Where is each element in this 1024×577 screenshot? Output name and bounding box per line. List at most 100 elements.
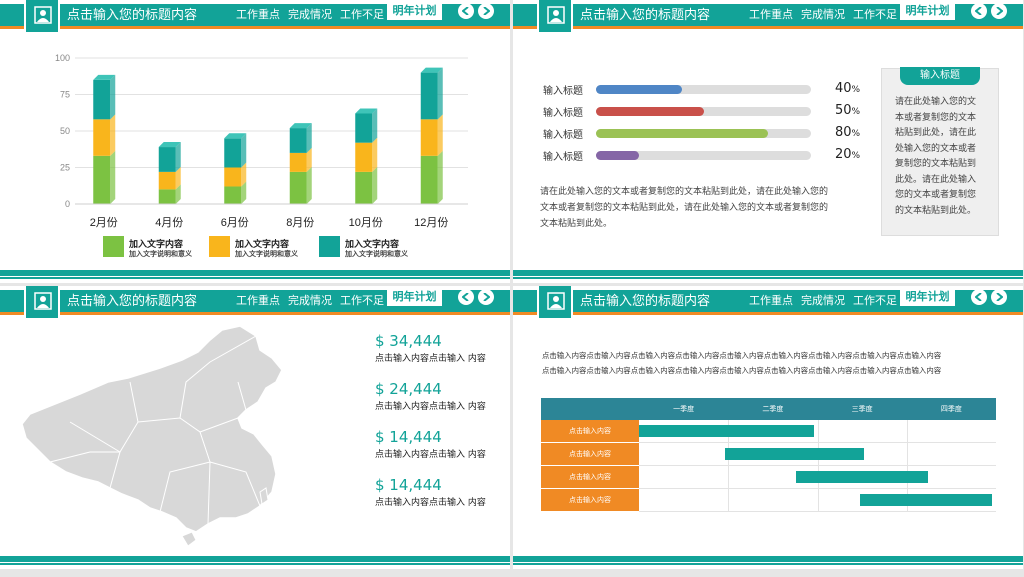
legend-title: 加入文字内容 bbox=[235, 240, 290, 250]
page-title: 点击输入您的标题内容 bbox=[67, 294, 198, 309]
gantt-row-label: 点击输入内容 bbox=[541, 466, 639, 489]
stat-description: 点击输入内容点击输入 内容 bbox=[375, 354, 486, 364]
legend-subtitle: 加入文字说明和意义 bbox=[235, 250, 298, 258]
china-map bbox=[21, 325, 283, 547]
bar-segment bbox=[93, 150, 116, 204]
progress-track bbox=[596, 129, 811, 138]
gantt-row-label: 点击输入内容 bbox=[541, 420, 639, 443]
page-title: 点击输入您的标题内容 bbox=[580, 8, 711, 23]
gantt-column-header: 三季度 bbox=[851, 405, 873, 413]
nav-item-shortfall[interactable]: 工作不足 bbox=[340, 294, 384, 307]
legend-title: 加入文字内容 bbox=[345, 240, 400, 250]
bar-segment bbox=[158, 142, 181, 172]
gantt-column-header: 四季度 bbox=[940, 405, 962, 413]
contact-icon bbox=[537, 286, 573, 320]
bar-segment bbox=[289, 147, 312, 172]
nav-item-shortfall[interactable]: 工作不足 bbox=[853, 8, 897, 21]
nav-item-plan[interactable]: 明年计划 bbox=[900, 2, 955, 20]
stacked-bar-chart: 100 75 50 25 0 2月份 4月份 6月份 8月份 10月份 12月份 bbox=[55, 53, 468, 229]
contact-icon bbox=[537, 0, 573, 34]
gantt-bar bbox=[639, 425, 814, 437]
gantt-table: 一季度 二季度 三季度 四季度 点击输入内容 点击输入内容 点击输入内容 点击输入内容 bbox=[541, 398, 996, 514]
nav-item-focus[interactable]: 工作重点 bbox=[236, 8, 280, 21]
y-tick-label: 100 bbox=[55, 53, 70, 63]
y-tick-label: 50 bbox=[60, 126, 70, 136]
bar-segment bbox=[420, 114, 443, 156]
gantt-row-divider bbox=[639, 511, 996, 512]
slide-stacked-bar[interactable]: 点击输入您的标题内容 工作重点 完成情况 工作不足 明年计划 100 75 50 25… bbox=[0, 0, 510, 283]
intro-text: 点击输入内容点击输入内容点击输入内容点击输入内容点击输入内容点击输入内容点击输入… bbox=[542, 351, 942, 375]
stat-description: 点击输入内容点击输入 内容 bbox=[375, 450, 486, 460]
bar-segment bbox=[355, 137, 378, 172]
slide-gantt[interactable]: 点击输入您的标题内容 工作重点 完成情况 工作不足 明年计划 点击输入内容点击输… bbox=[513, 286, 1023, 569]
prev-arrow-icon[interactable] bbox=[458, 3, 474, 19]
nav-item-status[interactable]: 完成情况 bbox=[801, 294, 845, 307]
prev-arrow-icon[interactable] bbox=[458, 289, 474, 305]
bar-segment bbox=[420, 150, 443, 204]
footer-line bbox=[513, 277, 1023, 279]
legend-title: 加入文字内容 bbox=[129, 240, 184, 250]
next-arrow-icon[interactable] bbox=[991, 3, 1007, 19]
paragraph: 请在此处输入您的文本或者复制您的文本粘贴到此处，请在此处输入您的 文本或者复制您… bbox=[540, 187, 829, 229]
info-box-title: 输入标题 bbox=[900, 67, 980, 85]
bar-segment bbox=[289, 123, 312, 153]
nav-item-plan[interactable]: 明年计划 bbox=[387, 2, 442, 20]
contact-icon bbox=[24, 286, 60, 320]
footer-line bbox=[0, 277, 510, 279]
next-arrow-icon[interactable] bbox=[478, 289, 494, 305]
nav-item-shortfall[interactable]: 工作不足 bbox=[340, 8, 384, 21]
stat-description: 点击输入内容点击输入 内容 bbox=[375, 498, 486, 508]
progress-track bbox=[596, 107, 811, 116]
page-title: 点击输入您的标题内容 bbox=[67, 8, 198, 23]
stat-value: $ 34,444 bbox=[375, 332, 442, 350]
legend-subtitle: 加入文字说明和意义 bbox=[345, 250, 408, 258]
header-bar bbox=[0, 290, 510, 312]
header-bar bbox=[513, 4, 1023, 26]
footer-bar bbox=[513, 556, 1023, 562]
gantt-header bbox=[541, 398, 996, 420]
footer-bar bbox=[0, 270, 510, 276]
y-tick-label: 75 bbox=[60, 90, 70, 100]
footer-bar bbox=[0, 556, 510, 562]
nav-item-status[interactable]: 完成情况 bbox=[801, 8, 845, 21]
nav-item-plan[interactable]: 明年计划 bbox=[900, 288, 955, 306]
bar-segment bbox=[224, 181, 247, 204]
legend-swatch bbox=[103, 236, 124, 257]
slide-progress[interactable]: 点击输入您的标题内容 工作重点 完成情况 工作不足 明年计划 输入标题 40% 输入… bbox=[513, 0, 1023, 283]
gantt-row-label: 点击输入内容 bbox=[541, 489, 639, 512]
prev-arrow-icon[interactable] bbox=[971, 3, 987, 19]
footer-bar bbox=[513, 270, 1023, 276]
nav-item-plan[interactable]: 明年计划 bbox=[387, 288, 442, 306]
slide-map[interactable]: 点击输入您的标题内容 工作重点 完成情况 工作不足 明年计划 $ 34,444 点… bbox=[0, 286, 510, 569]
gantt-row-divider bbox=[639, 465, 996, 466]
prev-arrow-icon[interactable] bbox=[971, 289, 987, 305]
y-tick-label: 25 bbox=[60, 163, 70, 173]
progress-value: 40% bbox=[835, 81, 861, 96]
bar-segment bbox=[93, 74, 116, 120]
next-arrow-icon[interactable] bbox=[991, 289, 1007, 305]
header-bar bbox=[513, 290, 1023, 312]
header-bar bbox=[0, 4, 510, 26]
progress-label: 输入标题 bbox=[543, 108, 583, 119]
gantt-column-header: 二季度 bbox=[762, 405, 784, 413]
stat-value: $ 14,444 bbox=[375, 428, 442, 446]
nav-item-status[interactable]: 完成情况 bbox=[288, 294, 332, 307]
nav-item-shortfall[interactable]: 工作不足 bbox=[853, 294, 897, 307]
bar-segment bbox=[420, 67, 443, 120]
nav-item-focus[interactable]: 工作重点 bbox=[236, 294, 280, 307]
legend-swatch bbox=[209, 236, 230, 257]
gantt-column-divider bbox=[728, 420, 730, 512]
legend-swatch bbox=[319, 236, 340, 257]
x-tick-label: 8月份 bbox=[286, 216, 314, 229]
footer-line bbox=[0, 563, 510, 565]
bar-segment bbox=[224, 133, 247, 168]
gantt-column-header: 一季度 bbox=[673, 405, 695, 413]
gantt-row-divider bbox=[639, 488, 996, 489]
x-tick-label: 2月份 bbox=[90, 216, 118, 229]
contact-icon bbox=[24, 0, 60, 34]
next-arrow-icon[interactable] bbox=[478, 3, 494, 19]
nav-item-focus[interactable]: 工作重点 bbox=[749, 294, 793, 307]
progress-fill bbox=[596, 129, 768, 138]
nav-item-focus[interactable]: 工作重点 bbox=[749, 8, 793, 21]
nav-item-status[interactable]: 完成情况 bbox=[288, 8, 332, 21]
